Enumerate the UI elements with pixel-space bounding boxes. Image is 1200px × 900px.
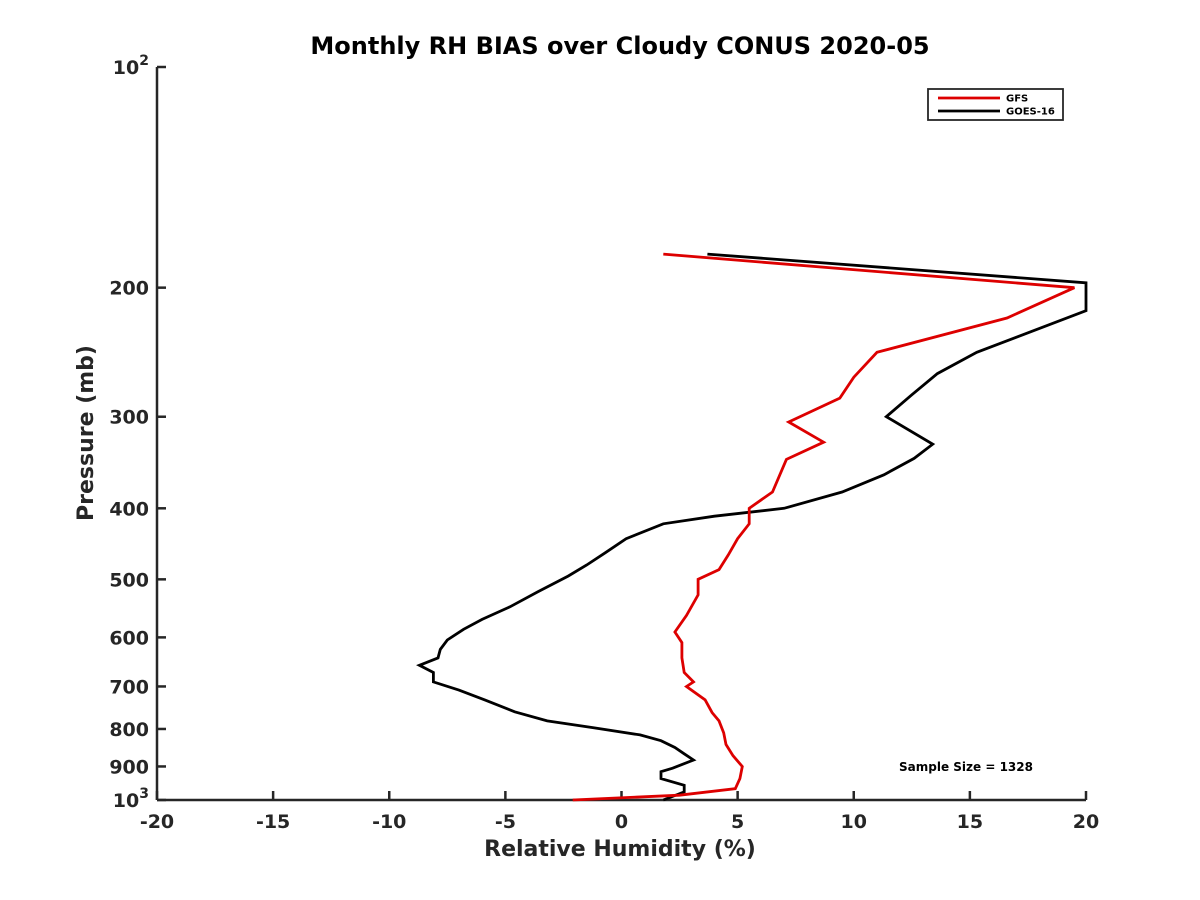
x-tick-label: -15 xyxy=(256,811,290,833)
y-tick-label: 900 xyxy=(109,756,149,778)
x-tick-label: 20 xyxy=(1073,811,1099,833)
y-tick-label: 200 xyxy=(109,278,149,300)
axes: -20 -15 -10 -5 0 5 10 15 20 102 200 300 400 500 600 700… xyxy=(109,53,1099,833)
y-tick-label: 500 xyxy=(109,569,149,591)
x-tick-label: 0 xyxy=(615,811,628,833)
y-tick-label: 103 xyxy=(113,786,149,812)
y-tick-label: 300 xyxy=(109,407,149,429)
x-tick-label: -20 xyxy=(140,811,174,833)
legend: GFS GOES-16 xyxy=(927,88,1064,121)
legend-label-gfs: GFS xyxy=(1006,94,1028,105)
legend-box xyxy=(927,88,1064,121)
y-tick-label: 600 xyxy=(109,627,149,649)
series-line-goes-16 xyxy=(416,252,1088,802)
y-tick-label: 800 xyxy=(109,719,149,741)
x-tick-label: 10 xyxy=(841,811,867,833)
x-tick-label: 5 xyxy=(731,811,744,833)
x-tick-label: -10 xyxy=(372,811,406,833)
y-tick-label: 700 xyxy=(109,676,149,698)
x-tick-label: 15 xyxy=(957,811,983,833)
chart-title: Monthly RH BIAS over Cloudy CONUS 2020-0… xyxy=(310,32,929,60)
series-line-gfs xyxy=(572,252,1075,802)
sample-size-annotation: Sample Size = 1328 xyxy=(899,760,1033,774)
y-tick-label: 102 xyxy=(113,53,149,79)
y-axis-label: Pressure (mb) xyxy=(74,345,99,521)
series-layer xyxy=(416,252,1088,802)
legend-label-goes-16: GOES-16 xyxy=(1006,107,1055,118)
y-tick-label: 400 xyxy=(109,498,149,520)
x-axis-label: Relative Humidity (%) xyxy=(484,837,756,862)
x-tick-label: -5 xyxy=(495,811,516,833)
